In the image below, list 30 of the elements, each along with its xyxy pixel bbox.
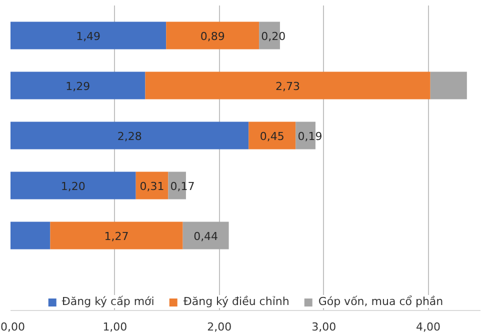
legend-label: Đăng ký cấp mới <box>62 295 154 308</box>
data-label: 0,44 <box>194 230 218 243</box>
bar <box>10 222 50 250</box>
bar <box>248 122 296 150</box>
data-label: 0,45 <box>260 130 284 143</box>
bar <box>430 72 467 100</box>
x-tick-label: 4,00 <box>416 320 441 333</box>
bar <box>10 22 166 50</box>
data-label: 1,49 <box>76 30 101 43</box>
bar <box>10 72 146 100</box>
data-label: 0,89 <box>200 30 225 43</box>
x-tick-label: 1,00 <box>102 320 128 333</box>
data-label: 1,29 <box>66 80 90 93</box>
bar <box>166 22 260 50</box>
bar <box>10 122 249 150</box>
data-label: 2,73 <box>276 80 300 93</box>
data-label: 2,28 <box>117 130 142 143</box>
x-tick-label: 2,00 <box>207 320 232 333</box>
legend-label: Đăng ký điều chỉnh <box>183 295 290 308</box>
bar <box>10 172 136 200</box>
bar <box>136 172 168 200</box>
data-label: 1,20 <box>60 180 86 193</box>
bar <box>50 222 183 250</box>
x-tick-label: 0,00 <box>0 320 25 333</box>
data-label: 0,31 <box>140 180 164 193</box>
data-label: 1,27 <box>104 230 129 243</box>
bar <box>145 72 430 100</box>
legend-label: Góp vốn, mua cổ phần <box>318 295 444 308</box>
bar <box>182 222 229 250</box>
x-tick-label: 3,00 <box>312 320 336 333</box>
